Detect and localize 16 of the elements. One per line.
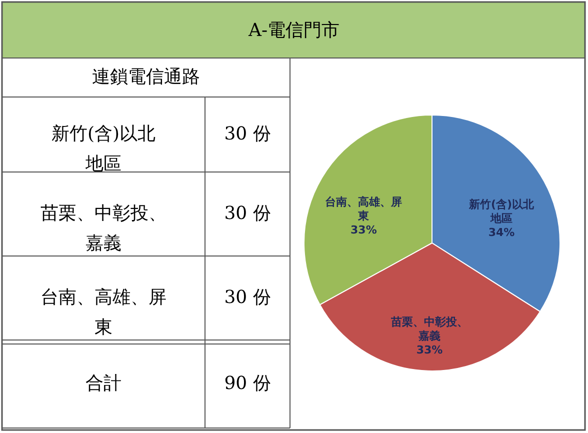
text: 新竹(含)以北地區 [51,124,156,174]
text: 台南、高雄、屏東 [40,287,166,338]
text: 30 份 [224,287,271,308]
slice-label: 苗栗、中彰投、嘉義 [390,315,468,342]
slice-label: 台南、高雄、屏東 [325,196,402,223]
text: 90 份 [224,373,271,394]
text: 合計 [86,373,122,394]
data-label: 33% [416,343,443,356]
text: 連鎖電信通路 [92,66,200,88]
data-label: 33% [350,224,377,237]
text: 30 份 [224,203,271,224]
chart-title: A-電信門市 [247,20,340,41]
text: 苗栗、中彰投、嘉義 [40,203,166,254]
data-label: 34% [488,226,515,239]
text: 30 份 [224,124,271,144]
slice-label: 新竹(含)以北地區 [468,198,536,225]
